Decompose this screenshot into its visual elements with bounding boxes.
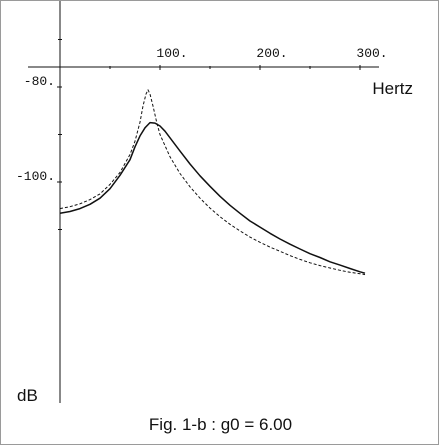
x-tick-label: 200. [256,46,287,61]
series-layer [59,89,366,276]
x-tick-label: 100. [156,46,187,61]
y-tick-label: -100. [16,169,55,184]
series-line-solid [59,121,366,274]
y-axis-label: dB [17,386,38,405]
axis-ticks: 100. 200. 300. -80. -100. [16,39,388,230]
x-tick-label: 300. [356,46,387,61]
x-axis-label: Hertz [372,79,413,98]
series-line-dashed [59,89,366,276]
y-tick-label: -80. [24,74,55,89]
figure-caption: Fig. 1-b : g0 = 6.00 [148,415,293,434]
